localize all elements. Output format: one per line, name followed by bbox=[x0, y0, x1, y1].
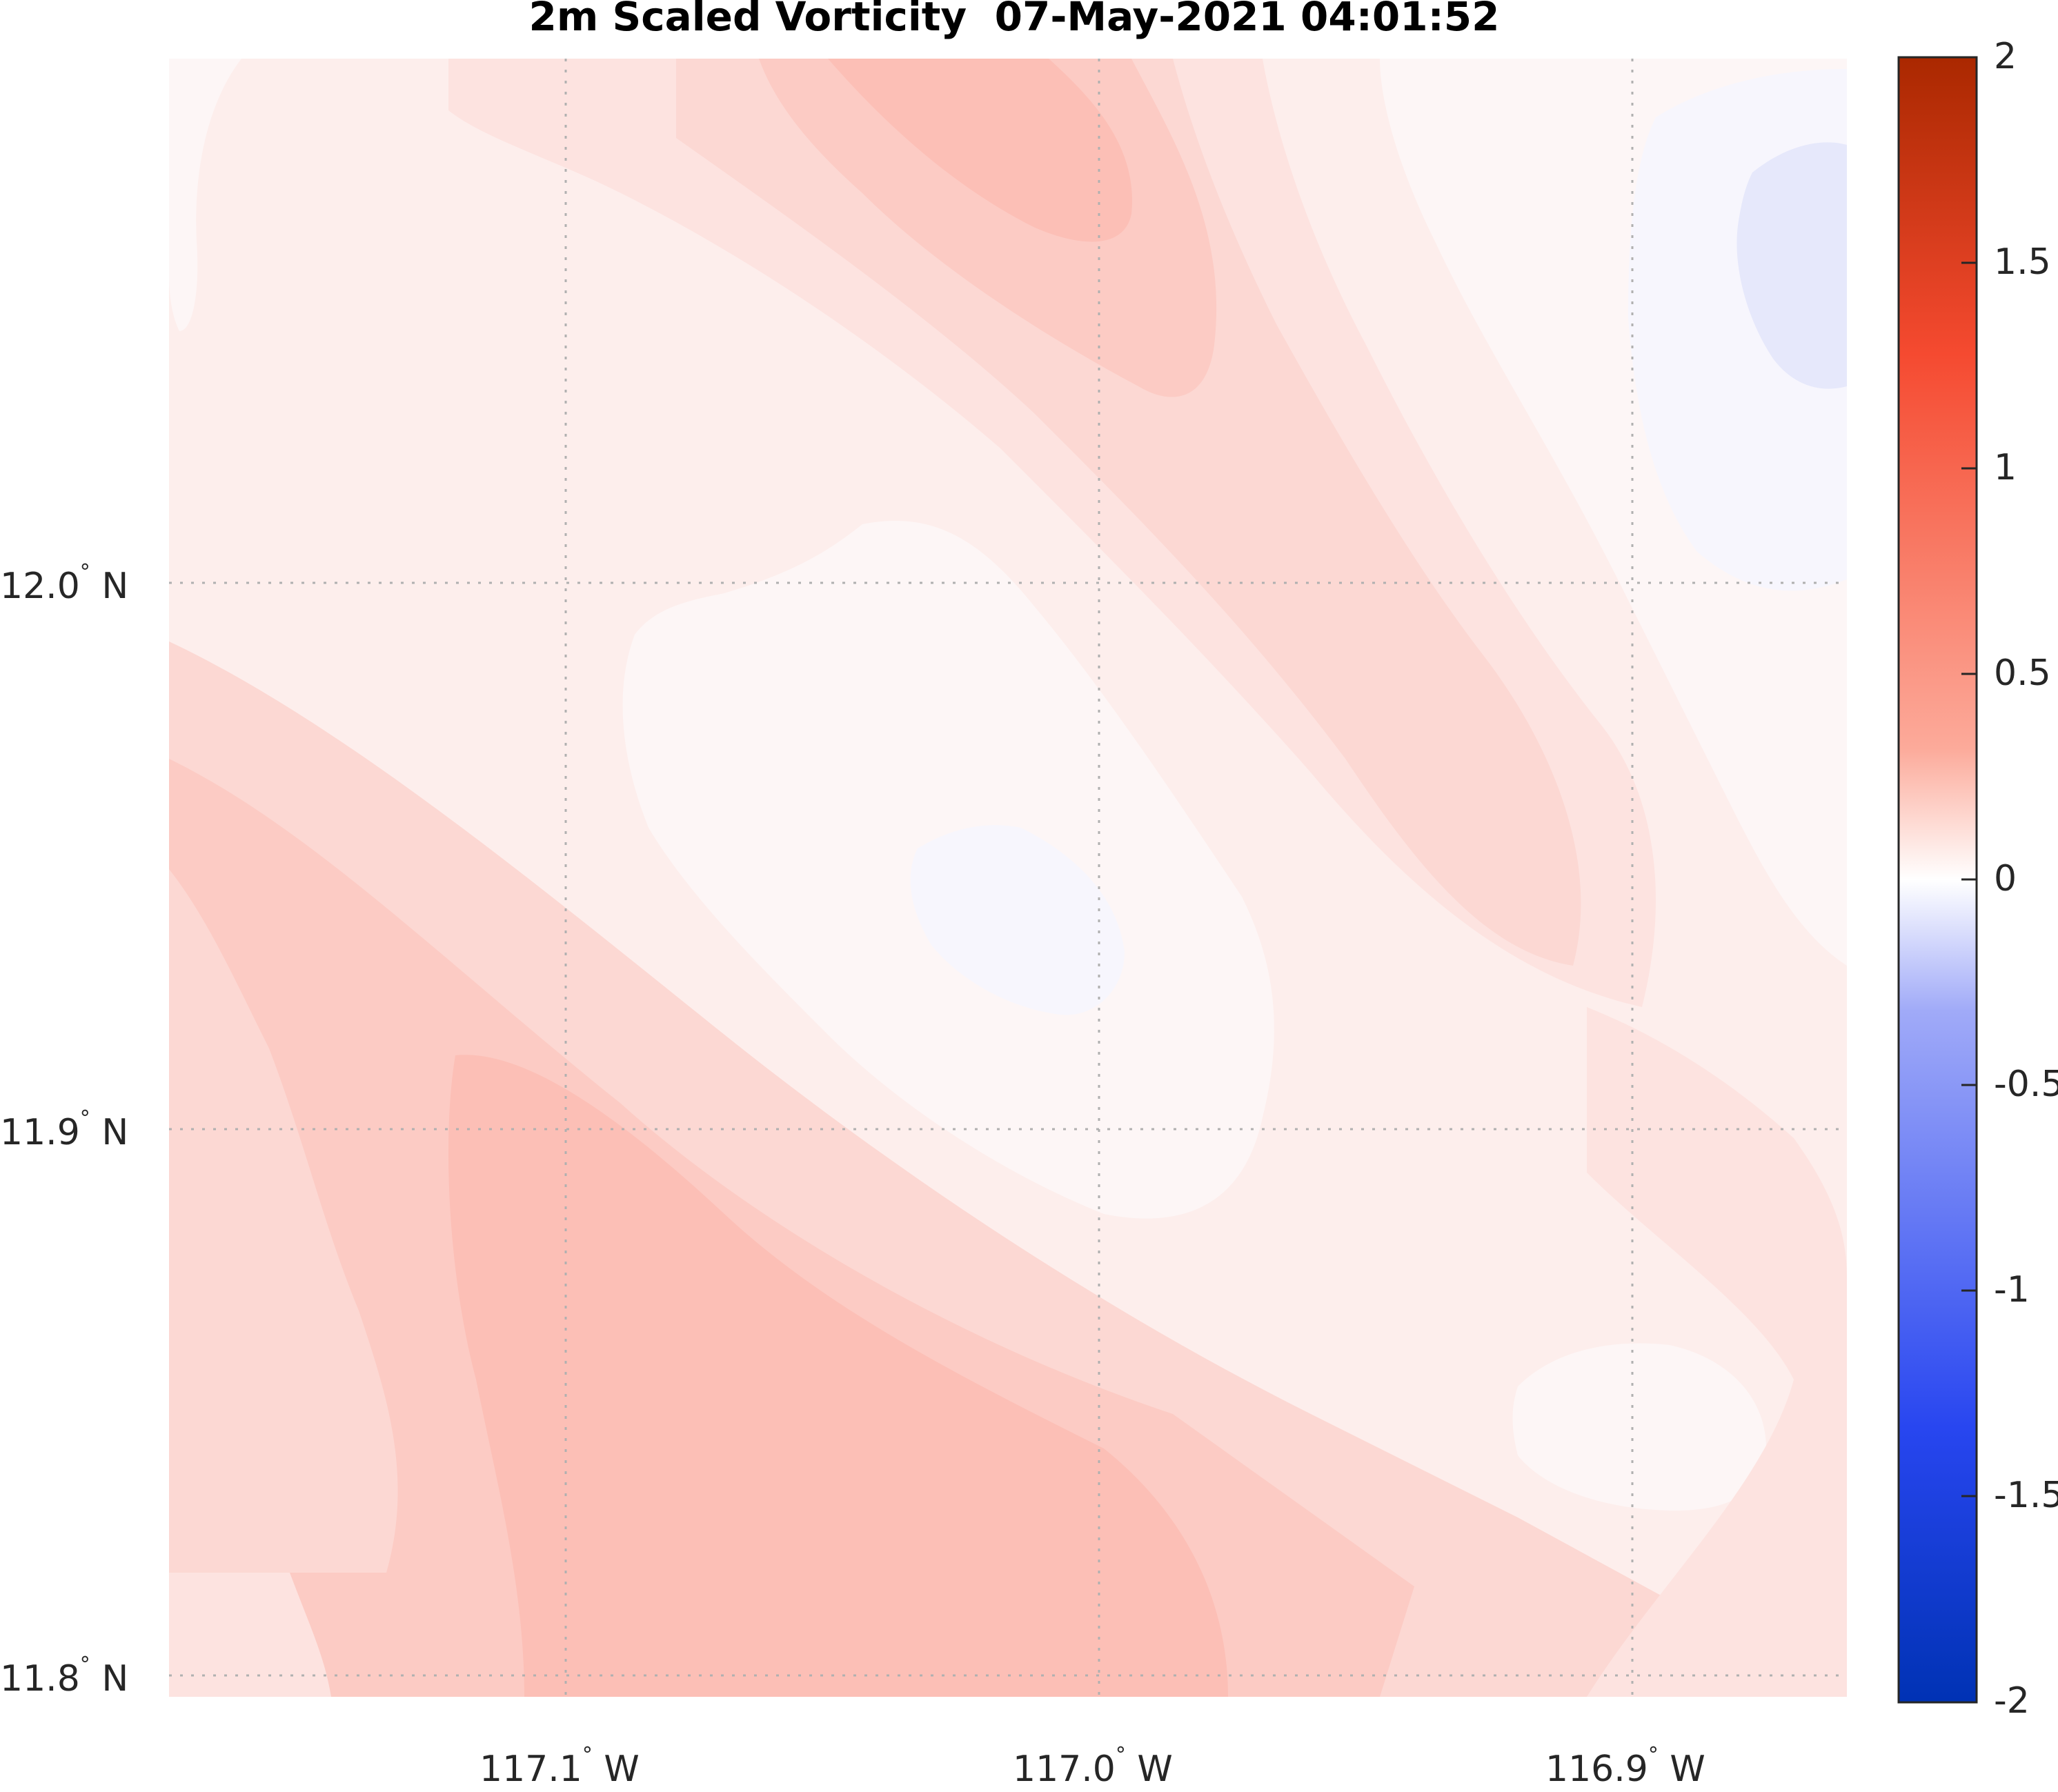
colorbar-tick-label: 0 bbox=[1994, 858, 2017, 899]
field-patch-upper-left-light bbox=[169, 59, 241, 331]
y-axis-label-hemisphere: N bbox=[101, 566, 129, 607]
x-axis-label-value: 116.9 bbox=[1545, 1749, 1648, 1790]
y-axis-label-value: 11.9 bbox=[0, 1112, 80, 1153]
y-axis-label-1: 12.0° N bbox=[0, 560, 129, 607]
y-axis-label-value: 11.8 bbox=[0, 1658, 80, 1700]
x-axis-label-value: 117.0 bbox=[1013, 1749, 1116, 1790]
degree-symbol: ° bbox=[79, 559, 90, 584]
y-axis-label-2: 11.9° N bbox=[0, 1106, 129, 1153]
field-edge-lower-left bbox=[169, 869, 398, 1573]
field-patch-upper-right-neg2 bbox=[1737, 142, 1847, 389]
field-patch-lower-right-light bbox=[1512, 1343, 1766, 1511]
x-axis-label-hemisphere: W bbox=[1137, 1749, 1173, 1790]
field-patch-center-neg bbox=[910, 825, 1125, 1015]
y-axis-label-hemisphere: N bbox=[101, 1112, 129, 1153]
colorbar-tick-label: 1 bbox=[1994, 447, 2017, 488]
gridlines bbox=[169, 59, 1847, 1697]
colorbar-ticks bbox=[1961, 261, 1977, 1497]
x-axis-label-hemisphere: W bbox=[1670, 1749, 1705, 1790]
x-axis-label-2: 117.0° W bbox=[1013, 1743, 1173, 1790]
field-patch-lower-right-band bbox=[1587, 1007, 1847, 1697]
x-axis-label-1: 117.1° W bbox=[479, 1743, 640, 1790]
x-axis-label-hemisphere: W bbox=[604, 1749, 640, 1790]
field-band-upper-peak bbox=[828, 59, 1132, 242]
degree-symbol: ° bbox=[1115, 1742, 1126, 1767]
x-axis-label-value: 117.1 bbox=[479, 1749, 582, 1790]
y-axis-label-hemisphere: N bbox=[101, 1658, 129, 1700]
colorbar-tick-label: -0.5 bbox=[1994, 1064, 2058, 1105]
colorbar-tick-label: 1.5 bbox=[1994, 241, 2051, 283]
colorbar-tick-label: 0.5 bbox=[1994, 653, 2051, 694]
field-band-upper-inner bbox=[676, 59, 1581, 966]
map-title: 2m Scaled Vorticity 07-May-2021 04:01:52 bbox=[528, 0, 1500, 40]
colorbar-tick-label: -2 bbox=[1994, 1680, 2030, 1722]
degree-symbol: ° bbox=[79, 1106, 90, 1131]
x-axis-label-3: 116.9° W bbox=[1545, 1743, 1705, 1790]
y-axis-label-3: 11.8° N bbox=[0, 1653, 129, 1700]
colorbar-tick-label: -1 bbox=[1994, 1269, 2030, 1311]
field-band-strong bbox=[448, 1055, 1228, 1697]
colorbar-tick-label: 2 bbox=[1994, 36, 2017, 77]
vorticity-field bbox=[169, 59, 1847, 1697]
y-axis-label-value: 12.0 bbox=[0, 566, 80, 607]
colorbar bbox=[1897, 56, 1978, 1704]
degree-symbol: ° bbox=[79, 1652, 90, 1677]
colorbar-tick-label: -1.5 bbox=[1994, 1475, 2058, 1516]
degree-symbol: ° bbox=[582, 1742, 593, 1767]
degree-symbol: ° bbox=[1648, 1742, 1659, 1767]
